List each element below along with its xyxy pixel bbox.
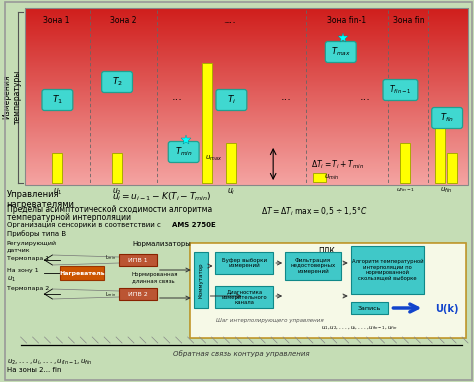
Text: L$_{min}$: L$_{min}$ xyxy=(105,291,116,299)
Text: ...: ... xyxy=(223,16,230,25)
Text: Нагреватель: Нагреватель xyxy=(59,270,105,275)
Text: ...: ... xyxy=(226,15,237,25)
Bar xyxy=(351,246,424,294)
Text: $u_{fin}$: $u_{fin}$ xyxy=(440,186,452,195)
Text: Приборы типа В: Приборы типа В xyxy=(7,230,66,237)
Bar xyxy=(25,8,468,185)
Text: На зоны 2... fin: На зоны 2... fin xyxy=(7,367,61,373)
Text: Диагностика
измерительного
канала: Диагностика измерительного канала xyxy=(221,289,267,305)
Text: $u_i$: $u_i$ xyxy=(227,186,236,196)
FancyBboxPatch shape xyxy=(168,141,199,162)
FancyBboxPatch shape xyxy=(101,71,132,92)
Text: $T_{fin-1}$: $T_{fin-1}$ xyxy=(389,84,412,96)
Bar xyxy=(435,128,445,183)
Text: $u_2, ..., u_i, ..., u_{fin-1}, u_{fin}$: $u_2, ..., u_i, ..., u_{fin-1}, u_{fin}$ xyxy=(7,358,92,367)
Text: Измерения
температуры: Измерения температуры xyxy=(2,70,21,124)
Text: $T_1$: $T_1$ xyxy=(52,94,63,106)
FancyBboxPatch shape xyxy=(42,89,73,110)
Text: ...: ... xyxy=(171,92,182,102)
FancyBboxPatch shape xyxy=(383,79,418,100)
Text: $u_1$: $u_1$ xyxy=(53,186,62,196)
Text: Организация сенсорики в соответствии с: Организация сенсорики в соответствии с xyxy=(7,222,163,228)
Text: $T_{fin}$: $T_{fin}$ xyxy=(440,112,454,124)
Text: ИПВ 1: ИПВ 1 xyxy=(128,257,148,262)
Bar xyxy=(351,302,389,314)
Text: Термопара 2: Термопара 2 xyxy=(7,286,49,291)
Text: $u_i=u_{i-1} - K(T_i - T_{min})$: $u_i=u_{i-1} - K(T_i - T_{min})$ xyxy=(112,190,212,202)
Bar xyxy=(401,143,410,183)
Text: Термопара 1: Термопара 1 xyxy=(7,256,49,261)
Bar xyxy=(119,288,157,300)
FancyBboxPatch shape xyxy=(216,89,247,110)
Bar xyxy=(60,266,104,280)
Text: $T_2$: $T_2$ xyxy=(111,76,122,88)
Text: Буфер выборки
измерений: Буфер выборки измерений xyxy=(222,257,267,269)
Text: Шаг интерполирующего управления: Шаг интерполирующего управления xyxy=(217,318,324,323)
Text: $T_{min}$: $T_{min}$ xyxy=(175,146,192,158)
Bar xyxy=(313,173,326,182)
Text: ИПВ 2: ИПВ 2 xyxy=(128,291,148,296)
Text: $u_{fin-1}$: $u_{fin-1}$ xyxy=(396,186,415,194)
FancyBboxPatch shape xyxy=(432,107,463,128)
Text: $T_{max}$: $T_{max}$ xyxy=(331,46,351,58)
Text: $\Delta T_i=T_i+T_{min}$: $\Delta T_i=T_i+T_{min}$ xyxy=(311,159,364,171)
Text: Коммутатор: Коммутатор xyxy=(198,262,203,298)
Text: Зона fin-1: Зона fin-1 xyxy=(327,16,366,25)
Text: $u_{max}$: $u_{max}$ xyxy=(205,154,222,163)
Text: На зону 1: На зону 1 xyxy=(7,268,38,273)
Bar xyxy=(447,153,457,183)
Bar xyxy=(193,252,208,308)
Text: Обратная связь контура управления: Обратная связь контура управления xyxy=(173,350,310,357)
Text: $u_2$: $u_2$ xyxy=(112,186,122,196)
Text: L$_{min}$: L$_{min}$ xyxy=(105,254,116,262)
Text: Зона 1: Зона 1 xyxy=(43,16,70,25)
Text: $u_{min}$: $u_{min}$ xyxy=(324,172,339,181)
Bar xyxy=(119,254,157,266)
Text: AMS 2750E: AMS 2750E xyxy=(172,222,216,228)
Bar xyxy=(201,63,211,183)
Bar xyxy=(190,243,466,338)
Bar xyxy=(53,153,63,183)
Text: Регулирующий
датчик: Регулирующий датчик xyxy=(7,241,57,252)
Bar xyxy=(112,153,122,183)
Text: ...: ... xyxy=(360,92,371,102)
Text: Управления
нагревателями: Управления нагревателями xyxy=(7,190,74,209)
Text: Фильтрация
недостоверных
измерений: Фильтрация недостоверных измерений xyxy=(290,257,336,274)
Text: Зона fin: Зона fin xyxy=(392,16,424,25)
Bar xyxy=(216,252,273,274)
FancyBboxPatch shape xyxy=(325,42,356,63)
Bar xyxy=(5,185,472,285)
Text: Пределы асимптотической сходимости алгоритма: Пределы асимптотической сходимости алгор… xyxy=(7,205,212,214)
Text: ПЛК: ПЛК xyxy=(319,247,335,256)
Text: U(k): U(k) xyxy=(435,304,459,314)
Text: Запись: Запись xyxy=(358,306,381,311)
Text: $u_1$: $u_1$ xyxy=(7,275,16,284)
Text: температурной интерполяции: температурной интерполяции xyxy=(7,213,131,222)
Text: $u_1, u_2, ..., u_i, ..., u_{fin-1}, u_{fin}$: $u_1, u_2, ..., u_i, ..., u_{fin-1}, u_{… xyxy=(321,324,397,332)
Text: ...: ... xyxy=(281,92,292,102)
Bar xyxy=(285,252,341,280)
Text: Алгоритм температурной
интерполяции по
нормированной
скользящей выборке: Алгоритм температурной интерполяции по н… xyxy=(352,259,423,282)
Text: Нормализаторы: Нормализаторы xyxy=(132,241,191,247)
Text: $\Delta T=\Delta T_i$ max$=0,5 \div 1,5°C$: $\Delta T=\Delta T_i$ max$=0,5 \div 1,5°… xyxy=(261,205,368,217)
Text: $T_i$: $T_i$ xyxy=(227,94,236,106)
Text: Зона 2: Зона 2 xyxy=(110,16,137,25)
Bar xyxy=(227,143,237,183)
Bar xyxy=(216,286,273,308)
Text: Нормированная
длинная связь: Нормированная длинная связь xyxy=(132,272,179,283)
